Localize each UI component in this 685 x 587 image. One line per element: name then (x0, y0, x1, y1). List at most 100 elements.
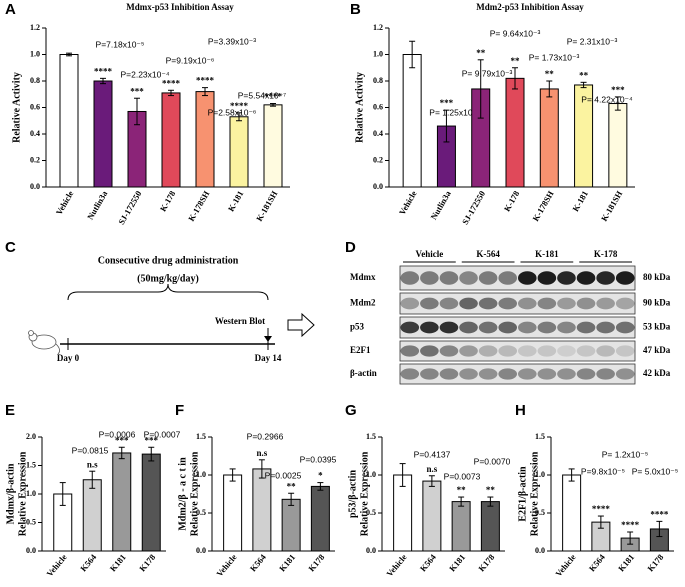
blot-band (498, 297, 517, 310)
y-tick-label: 2.0 (26, 432, 36, 441)
y-tick-label: 0.4 (30, 129, 40, 138)
panel-label: D (345, 239, 356, 256)
blot-strip (399, 316, 636, 339)
protein-label: E2F1 (350, 345, 371, 355)
y-axis-label: Relative Expression (17, 451, 28, 536)
blot-band (615, 368, 635, 380)
protein-label: β-actin (350, 368, 377, 378)
dose: (50mg/kg/day) (137, 273, 199, 284)
group-label: Vehicle (416, 249, 444, 259)
x-tick-label: K178 (137, 552, 157, 573)
bar (223, 474, 243, 552)
y-tick-label: 0.2 (373, 155, 383, 164)
p-value: P=0.0007 (144, 429, 181, 439)
blot-band (518, 271, 537, 285)
bar (562, 474, 582, 552)
x-tick-label: K-181 (226, 189, 246, 213)
mouse-icon (28, 330, 60, 355)
size-label: 42 kDa (643, 368, 671, 378)
bar (402, 54, 422, 188)
blot-band (400, 345, 420, 357)
blot-band (400, 271, 420, 285)
x-tick-label: K178 (645, 552, 665, 573)
treatment: Consecutive drug administration (98, 255, 239, 266)
y-tick-label: 0.5 (535, 508, 545, 517)
y-tick-label: 0.0 (535, 546, 545, 555)
protein-label: p53 (350, 322, 365, 332)
panel-d: D Vehicle K-564 K-181 K-178 Mdmx 80 kDa Mdm2 90… (345, 239, 671, 385)
significance: ** (511, 56, 521, 66)
x-tick-label: Vehicle (214, 552, 239, 579)
significance: n.s (426, 464, 437, 474)
blot-band (498, 345, 517, 357)
blot-band (439, 368, 459, 380)
x-tick-label: K-178SH (186, 189, 212, 223)
p-value: P=0.0025 (265, 470, 302, 480)
significance: ** (287, 481, 297, 491)
y-axis-label: p53/β-actin (347, 470, 358, 518)
y-axis-label: Relative Activity (354, 72, 365, 143)
significance: n.s (87, 459, 98, 469)
blot-band (498, 271, 517, 285)
p-value: P= 1.2x10⁻⁵ (602, 449, 649, 459)
blot-strip (399, 340, 636, 362)
size-label: 80 kDa (643, 272, 671, 282)
blot-band (596, 345, 615, 357)
significance: ** (457, 485, 467, 495)
panel-label: H (515, 402, 526, 419)
group-label: K-178 (594, 249, 618, 259)
x-tick-label: K-178 (158, 189, 178, 213)
p-value: P=7.18x10⁻⁵ (96, 39, 145, 49)
significance: **** (94, 66, 113, 76)
significance: ** (579, 70, 589, 80)
bar-chart: B Mdm2-p53 Inhibition Assay Relative Activ… (350, 1, 635, 226)
x-tick-label: K-178SH (530, 189, 556, 223)
blot-band (420, 345, 439, 357)
x-tick-label: K178 (306, 552, 326, 573)
x-tick-label: Nutlin3a (428, 188, 453, 221)
y-tick-label: 1.5 (535, 432, 545, 441)
blot-band (557, 297, 576, 310)
significance: *** (130, 86, 144, 96)
x-tick-label: SJ-172550 (460, 189, 487, 226)
y-axis-label: E2F1/β-actin (517, 466, 528, 522)
x-tick-label: K-178 (502, 189, 522, 213)
x-tick-label: K181 (447, 552, 467, 573)
bar (252, 468, 272, 552)
blot-band (615, 345, 635, 357)
blot-band (400, 368, 420, 380)
blot-band (537, 297, 557, 310)
y-tick-label: 1.2 (30, 23, 40, 32)
y-tick-label: 0.5 (26, 517, 36, 526)
blot-band (518, 368, 537, 380)
blot-band (420, 321, 439, 334)
blot-band (439, 345, 459, 357)
blot-band (576, 321, 596, 334)
bar (112, 452, 132, 552)
p-value: P= 1.73x10⁻³ (529, 52, 580, 62)
y-tick-label: 1.0 (373, 49, 383, 58)
bar (281, 498, 301, 552)
blot-band (420, 297, 439, 310)
x-tick-label: K-181 (570, 189, 590, 213)
bar (608, 103, 628, 188)
significance: **** (592, 504, 611, 514)
endpoint: Western Blot (215, 316, 265, 326)
y-tick-label: 0.0 (30, 182, 40, 191)
significance: ** (476, 48, 486, 58)
protein-label: Mdm2 (350, 298, 376, 308)
panel-label: F (175, 402, 184, 419)
blot-band (478, 345, 498, 357)
blot-band (498, 321, 517, 334)
size-label: 90 kDa (643, 298, 671, 308)
y-axis-label: Relative Expression (189, 451, 200, 536)
blot-band (557, 321, 576, 334)
y-tick-label: 0.5 (366, 508, 376, 517)
blot-strip (399, 265, 636, 291)
panel-label: B (350, 1, 361, 18)
p-value: P=0.0073 (444, 471, 481, 481)
y-tick-label: 0.0 (366, 546, 376, 555)
bar (422, 480, 442, 552)
